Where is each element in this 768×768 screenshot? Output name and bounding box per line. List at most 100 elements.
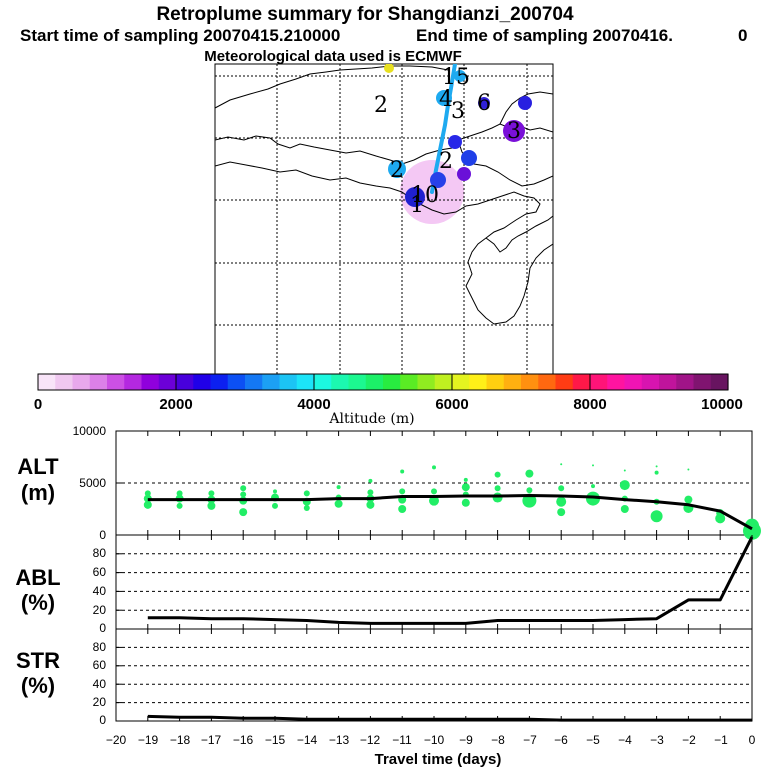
- str-panel-title: STR: [16, 648, 60, 673]
- altitude-scatter-point: [240, 491, 247, 498]
- x-tick-label: −5: [586, 733, 600, 747]
- map-label: 15: [442, 65, 470, 90]
- colorbar-cell: [279, 374, 298, 390]
- map-label: 4: [439, 87, 453, 112]
- x-tick-label: −10: [424, 733, 445, 747]
- altitude-scatter-point: [143, 500, 152, 509]
- altitude-scatter-point: [492, 492, 503, 503]
- map-label: 2: [439, 149, 453, 174]
- x-tick-label: −1: [714, 733, 728, 747]
- colorbar-cell: [590, 374, 608, 390]
- altitude-scatter-point: [303, 490, 310, 497]
- altitude-scatter-point: [208, 490, 215, 497]
- colorbar-cell: [141, 374, 160, 390]
- str-ytick-label: 80: [93, 640, 107, 654]
- str-ytick-label: 0: [99, 713, 106, 727]
- colorbar-cell: [193, 374, 212, 390]
- series-line-str: [147, 714, 752, 722]
- abl-ytick-label: 20: [93, 603, 107, 617]
- str-panel-frame: [115, 628, 753, 722]
- x-tick-label: −11: [392, 733, 412, 747]
- x-tick-label: −18: [170, 733, 191, 747]
- alt-ytick-label: 0: [99, 528, 106, 542]
- panel-plot-str: [115, 628, 753, 722]
- altitude-scatter-point: [400, 469, 405, 474]
- colorbar-tick: 4000: [297, 396, 330, 413]
- altitude-scatter-point: [144, 490, 151, 497]
- altitude-scatter-point: [334, 499, 343, 508]
- alt-ytick-label: 5000: [79, 476, 106, 490]
- altitude-scatter-point: [522, 493, 537, 508]
- colorbar-label: Altitude (m): [328, 411, 414, 427]
- abl-yticks: 0 20 40 60 80: [93, 546, 107, 635]
- altitude-scatter-point: [431, 488, 437, 495]
- altitude-scatter-point: [240, 485, 247, 492]
- altitude-scatter-point: [494, 471, 501, 478]
- altitude-scatter-point: [556, 496, 567, 507]
- altitude-colorbar: 0 2000 4000 6000 8000 10000 Altitude (m): [34, 373, 743, 427]
- colorbar-cell: [38, 374, 56, 390]
- alt-yticks: 0 5000 10000: [73, 424, 107, 542]
- abl-ytick-label: 80: [93, 546, 107, 560]
- altitude-scatter-point: [367, 489, 374, 496]
- altitude-scatter-point: [687, 468, 690, 471]
- altitude-scatter-point: [368, 478, 373, 483]
- colorbar-cell: [452, 374, 470, 390]
- altitude-scatter-point: [558, 485, 565, 492]
- map-grid: [215, 64, 553, 375]
- x-tick-label: −9: [459, 733, 473, 747]
- panel-plot-abl: [115, 534, 754, 630]
- abl-ytick-label: 60: [93, 565, 107, 579]
- altitude-scatter-point: [239, 508, 248, 517]
- alt-panel-title: ALT: [17, 454, 59, 479]
- colorbar-cell: [55, 374, 74, 390]
- altitude-scatter-point: [429, 495, 439, 506]
- abl-ytick-label: 40: [93, 584, 107, 598]
- map-coastlines: [215, 65, 553, 325]
- altitude-scatter-point: [557, 508, 566, 517]
- colorbar-cell: [348, 374, 367, 390]
- altitude-scatter-point: [684, 495, 693, 504]
- x-tick-label: −14: [297, 733, 318, 747]
- colorbar-tick: 8000: [573, 396, 606, 413]
- colorbar-cell: [400, 374, 419, 390]
- abl-ytick-label: 0: [99, 621, 106, 635]
- colorbar-tick: 2000: [159, 396, 192, 413]
- map-label: 10: [411, 183, 439, 208]
- altitude-scatter-point: [654, 470, 659, 475]
- map-label: 2: [390, 158, 404, 183]
- colorbar-cell: [262, 374, 281, 390]
- plume-trajectory: [430, 64, 457, 194]
- colorbar-cell: [72, 374, 91, 390]
- end-time-suffix: 0: [738, 26, 747, 45]
- altitude-scatter-point: [745, 518, 759, 533]
- altitude-scatter-point: [525, 469, 534, 478]
- map-label: 3: [451, 99, 465, 124]
- altitude-scatter-point: [592, 464, 594, 467]
- x-tick-label: 0: [749, 733, 756, 747]
- colorbar-cell: [89, 374, 108, 390]
- colorbar-cell: [693, 374, 712, 390]
- alt-panel-unit: (m): [21, 480, 55, 505]
- altitude-scatter-point: [623, 469, 626, 472]
- altitude-scatter-point: [526, 487, 533, 494]
- altitude-scatter-point: [586, 491, 600, 506]
- colorbar-cell: [676, 374, 695, 390]
- colorbar-cell: [314, 374, 332, 390]
- colorbar-cell: [158, 374, 177, 390]
- map-label: 2: [374, 93, 388, 118]
- str-ytick-label: 60: [93, 658, 107, 672]
- x-tick-label: −19: [138, 733, 159, 747]
- series-line-abl: [147, 536, 754, 625]
- end-time-text: End time of sampling 20070416.: [416, 26, 673, 45]
- abl-panel-frame: [115, 534, 753, 630]
- altitude-scatter-point: [620, 505, 629, 513]
- x-tick-label: −17: [201, 733, 222, 747]
- str-yticks: 0 20 40 60 80: [93, 640, 107, 727]
- altitude-scatter-point: [619, 480, 630, 491]
- colorbar-tick: 10000: [701, 396, 743, 413]
- altitude-scatter-point: [399, 488, 406, 495]
- colorbar-cell: [296, 374, 315, 390]
- colorbar-cell: [538, 374, 557, 390]
